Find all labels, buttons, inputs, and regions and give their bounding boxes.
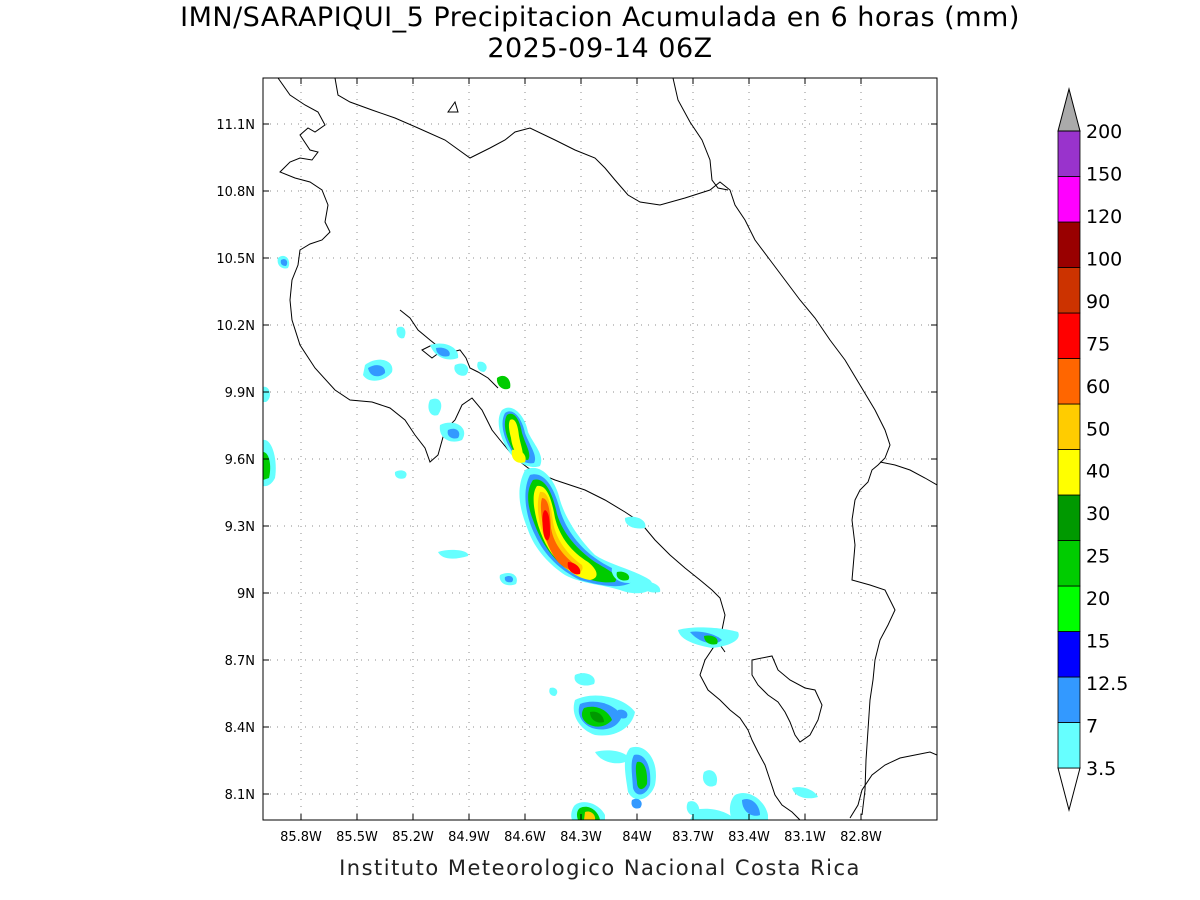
colorbar-label: 40 [1086,461,1110,483]
colorbar-label: 30 [1086,503,1110,525]
colorbar-swatch [1057,631,1081,678]
chart-date: 2025-09-14 06Z [487,33,713,64]
chart-title: IMN/SARAPIQUI_5 Precipitacion Acumulada … [180,2,1020,33]
colorbar: 3.5 7 12.5 15 20 25 30 40 50 60 75 90 100 120 150 200 [1057,87,1128,812]
x-tick-label: 84.6W [504,830,546,845]
y-tick-label: 10.5N [216,252,255,267]
colorbar-label: 100 [1086,248,1122,270]
colorbar-swatch [1057,312,1081,359]
colorbar-label: 20 [1086,588,1110,610]
colorbar-label: 60 [1086,376,1110,398]
x-axis: 85.8W 85.5W 85.2W 84.9W 84.6W 84.3W 84W 83.7W 83… [280,78,882,845]
x-tick-label: 84W [622,830,652,845]
colorbar-swatch [1057,221,1081,268]
x-tick-label: 83.1W [784,830,826,845]
colorbar-swatch [1057,676,1081,723]
x-tick-label: 85.8W [280,830,322,845]
footer-credit: Instituto Meteorologico Nacional Costa R… [339,856,861,880]
plot-frame [262,77,938,821]
colorbar-label: 12.5 [1086,673,1128,695]
colorbar-arrow-high [1057,87,1081,132]
colorbar-label: 15 [1086,631,1110,653]
y-tick-label: 9.6N [225,453,255,468]
y-tick-label: 8.7N [225,654,255,669]
colorbar-arrow-low [1057,767,1081,812]
x-tick-label: 85.5W [336,830,378,845]
colorbar-label: 120 [1086,206,1122,228]
colorbar-swatch [1057,403,1081,450]
colorbar-label: 7 [1086,716,1098,738]
y-tick-label: 9.9N [225,386,255,401]
colorbar-label: 150 [1086,163,1122,185]
y-tick-label: 10.2N [216,319,255,334]
y-axis: 11.1N 10.8N 10.5N 10.2N 9.9N 9.6N 9.3N 9N 8.7N 8.… [216,118,937,803]
x-tick-label: 85.2W [392,830,434,845]
colorbar-swatch [1057,494,1081,541]
colorbar-swatch [1057,449,1081,496]
colorbar-swatch [1057,585,1081,632]
y-tick-label: 8.1N [225,788,255,803]
colorbar-swatch [1057,722,1081,769]
colorbar-label: 75 [1086,333,1110,355]
precipitation-field [263,255,818,820]
colorbar-swatch [1057,540,1081,587]
y-tick-label: 9N [237,587,255,602]
colorbar-swatch [1057,358,1081,405]
y-tick-label: 8.4N [225,721,255,736]
colorbar-swatch [1057,130,1081,177]
colorbar-label: 90 [1086,291,1110,313]
colorbar-label: 200 [1086,121,1122,143]
y-tick-label: 10.8N [216,185,255,200]
colorbar-label: 3.5 [1086,758,1116,780]
gridlines [263,78,937,820]
colorbar-swatch [1057,267,1081,314]
y-tick-label: 9.3N [225,520,255,535]
x-tick-label: 82.8W [840,830,882,845]
colorbar-label: 50 [1086,418,1110,440]
x-tick-label: 83.7W [672,830,714,845]
x-tick-label: 83.4W [728,830,770,845]
x-tick-label: 84.9W [448,830,490,845]
x-tick-label: 84.3W [560,830,602,845]
colorbar-swatch [1057,176,1081,223]
coastline [277,78,937,820]
y-tick-label: 11.1N [216,118,255,133]
colorbar-label: 25 [1086,546,1110,568]
